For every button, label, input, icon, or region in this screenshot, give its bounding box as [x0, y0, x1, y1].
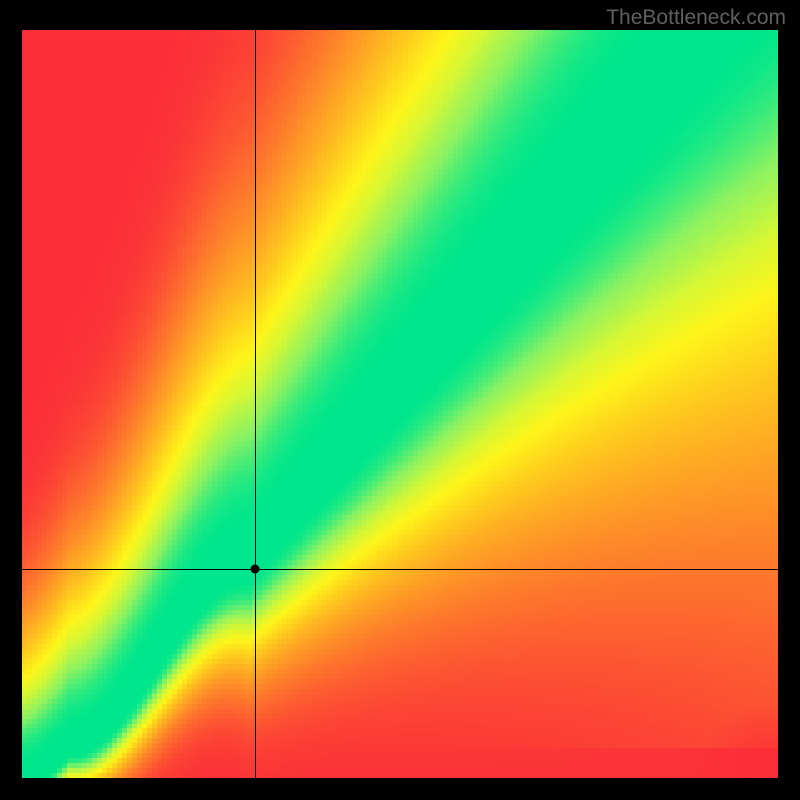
heatmap-plot	[22, 30, 778, 778]
heatmap-canvas	[22, 30, 778, 778]
crosshair-vertical	[255, 30, 256, 778]
bottleneck-point-marker	[250, 564, 259, 573]
watermark-text: TheBottleneck.com	[606, 6, 786, 30]
crosshair-horizontal	[22, 569, 778, 570]
